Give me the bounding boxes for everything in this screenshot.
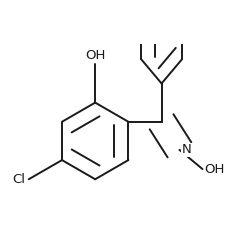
Text: OH: OH (85, 49, 105, 62)
Text: OH: OH (204, 162, 225, 175)
Text: N: N (182, 143, 191, 156)
Text: Cl: Cl (12, 173, 25, 186)
